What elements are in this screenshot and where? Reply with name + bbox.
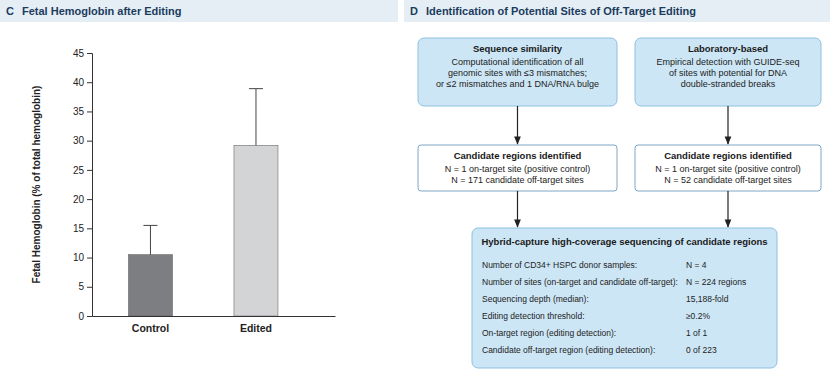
error-bar-stem bbox=[150, 225, 151, 254]
y-tick-label: 15 bbox=[73, 223, 85, 234]
summary-label: Sequencing depth (median): bbox=[482, 294, 589, 304]
y-tick: 15 bbox=[73, 223, 92, 234]
error-bar-stem bbox=[255, 89, 256, 146]
node-line: N = 52 candidate off-target sites bbox=[664, 175, 792, 185]
y-tick: 0 bbox=[78, 311, 92, 322]
y-axis-line bbox=[87, 54, 93, 317]
y-tick-mark bbox=[87, 141, 92, 142]
error-bar bbox=[249, 89, 263, 146]
y-tick-mark bbox=[87, 111, 92, 112]
error-bar-cap bbox=[143, 225, 157, 226]
node-title: Laboratory-based bbox=[688, 43, 768, 54]
y-tick-mark bbox=[87, 199, 92, 200]
summary-value: 15,188-fold bbox=[686, 294, 729, 304]
node-title: Sequence similarity bbox=[473, 43, 563, 54]
summary-value: 1 of 1 bbox=[686, 328, 708, 338]
error-bar-cap bbox=[249, 88, 263, 89]
bar bbox=[234, 145, 278, 316]
y-tick: 10 bbox=[73, 252, 92, 263]
summary-label: Candidate off-target region (editing det… bbox=[482, 345, 655, 355]
figure: C Fetal Hemoglobin after Editing 0 5 10 15 20 2… bbox=[0, 0, 830, 378]
panel-header bbox=[0, 0, 398, 22]
node-box bbox=[635, 145, 821, 191]
node-title: Candidate regions identified bbox=[664, 150, 792, 161]
summary-value: 0 of 223 bbox=[686, 345, 717, 355]
summary-box: Hybrid-capture high-coverage sequencing … bbox=[472, 228, 777, 368]
y-tick-label: 40 bbox=[73, 77, 85, 88]
y-tick-label: 5 bbox=[78, 281, 84, 292]
x-axis-line bbox=[93, 316, 336, 317]
y-tick-label: 25 bbox=[73, 165, 85, 176]
chart-title: Fetal Hemoglobin after Editing bbox=[22, 5, 182, 17]
summary-value: N = 224 regions bbox=[686, 277, 746, 287]
summary-rect bbox=[472, 228, 777, 368]
summary-label: Number of CD34+ HSPC donor samples: bbox=[482, 260, 637, 270]
summary-label: On-target region (editing detection): bbox=[482, 328, 616, 338]
bar bbox=[128, 255, 172, 316]
y-tick-mark bbox=[87, 258, 92, 259]
diagram-title: Identification of Potential Sites of Off… bbox=[426, 5, 696, 17]
y-tick-mark bbox=[87, 228, 92, 229]
y-tick-label: 30 bbox=[73, 135, 85, 146]
y-tick: 45 bbox=[73, 48, 92, 59]
node-line: N = 171 candidate off-target sites bbox=[451, 175, 584, 185]
y-tick-mark bbox=[87, 170, 92, 171]
y-tick-mark bbox=[87, 53, 92, 54]
y-tick: 20 bbox=[73, 194, 92, 205]
arrow bbox=[517, 106, 518, 144]
node-line: double-stranded breaks bbox=[681, 79, 776, 89]
node-line: N = 1 on-target site (positive control) bbox=[655, 164, 800, 174]
node-box bbox=[418, 38, 617, 106]
node-line: Empirical detection with GUIDE-seq bbox=[656, 57, 799, 67]
node-title: Candidate regions identified bbox=[454, 150, 582, 161]
node-line: genomic sites with ≤3 mismatches; bbox=[448, 68, 587, 78]
y-tick: 40 bbox=[73, 77, 92, 88]
node-box bbox=[635, 38, 821, 106]
y-tick: 30 bbox=[73, 135, 92, 146]
node-line: of sites with potential for DNA bbox=[669, 68, 787, 78]
y-tick-label: 35 bbox=[73, 106, 85, 117]
node-box bbox=[418, 145, 617, 191]
summary-value: ≥0.2% bbox=[686, 311, 710, 321]
y-tick: 5 bbox=[78, 281, 92, 292]
summary-label: Editing detection threshold: bbox=[482, 311, 585, 321]
x-axis: Control Edited bbox=[93, 316, 336, 334]
y-tick-mark bbox=[87, 82, 92, 83]
error-bar bbox=[143, 225, 157, 254]
y-tick: 35 bbox=[73, 106, 92, 117]
arrow bbox=[727, 106, 728, 144]
diagram-node: Candidate regions identified N = 1 on-tar… bbox=[635, 145, 821, 191]
arrow bbox=[727, 191, 728, 227]
panel-letter: D bbox=[410, 5, 418, 17]
diagram-node: Sequence similarity Computational identif… bbox=[418, 38, 617, 106]
x-tick: Edited bbox=[240, 316, 272, 334]
y-tick-mark bbox=[87, 316, 92, 317]
diagram-node: Laboratory-based Empirical detection with… bbox=[635, 38, 821, 106]
y-tick-label: 0 bbox=[78, 311, 84, 322]
node-line: N = 1 on-target site (positive control) bbox=[445, 164, 590, 174]
y-tick-label: 20 bbox=[73, 194, 85, 205]
plot-area bbox=[128, 89, 278, 316]
x-tick: Control bbox=[132, 316, 169, 334]
y-tick-label: 45 bbox=[73, 48, 85, 59]
node-line: or ≤2 mismatches and 1 DNA/RNA bulge bbox=[436, 79, 599, 89]
y-tick-mark bbox=[87, 287, 92, 288]
x-tick-label: Edited bbox=[240, 322, 272, 334]
diagram-node: Candidate regions identified N = 1 on-tar… bbox=[418, 145, 617, 191]
y-tick-label: 10 bbox=[73, 252, 85, 263]
arrow bbox=[517, 191, 518, 227]
y-tick: 25 bbox=[73, 165, 92, 176]
panel-header bbox=[404, 0, 830, 22]
panel-letter: C bbox=[6, 5, 14, 17]
y-axis: 0 5 10 15 20 25 30 35 40 45 bbox=[73, 48, 93, 322]
summary-value: N = 4 bbox=[686, 260, 707, 270]
y-axis-title: Fetal Hemoglobin (% of total hemoglobin) bbox=[31, 86, 42, 284]
summary-title: Hybrid-capture high-coverage sequencing … bbox=[481, 236, 767, 247]
x-tick-label: Control bbox=[132, 322, 169, 334]
summary-label: Number of sites (on-target and candidate… bbox=[482, 277, 678, 287]
node-line: Computational identification of all bbox=[451, 57, 583, 67]
